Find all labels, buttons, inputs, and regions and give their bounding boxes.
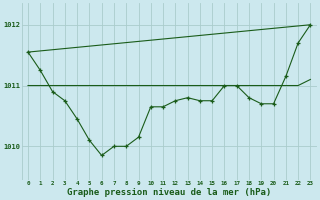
X-axis label: Graphe pression niveau de la mer (hPa): Graphe pression niveau de la mer (hPa) [67, 188, 271, 197]
